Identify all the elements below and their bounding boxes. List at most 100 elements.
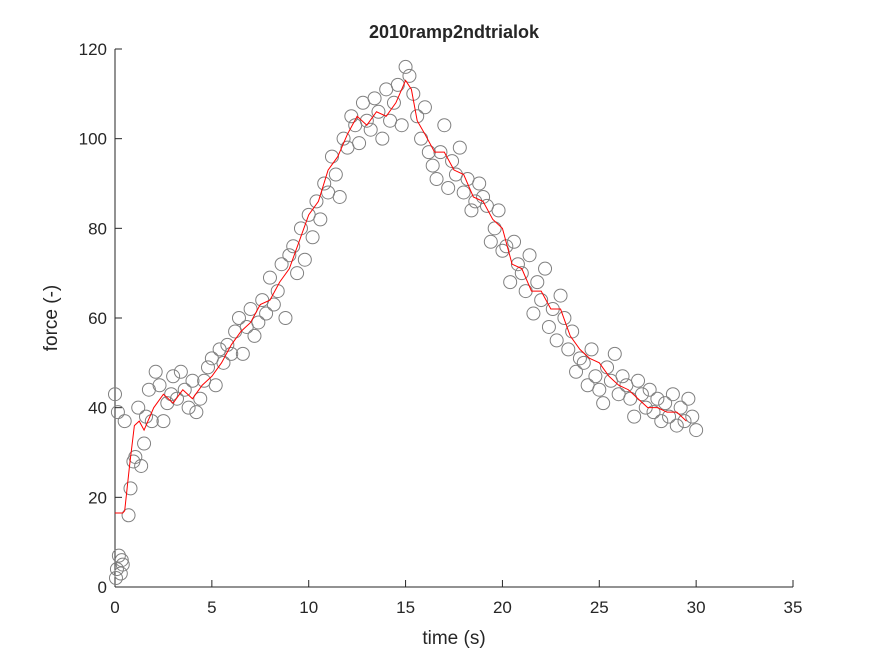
scatter-point xyxy=(557,311,572,325)
scatter-point xyxy=(627,409,642,424)
scatter-point xyxy=(121,508,136,523)
y-tick-label: 80 xyxy=(88,219,107,238)
y-tick-label: 60 xyxy=(88,309,107,328)
scatter-point xyxy=(131,400,146,415)
x-tick-label: 0 xyxy=(110,598,119,617)
scatter-point xyxy=(208,378,223,393)
scatter-point xyxy=(317,176,332,191)
scatter-point xyxy=(200,360,215,375)
scatter-point xyxy=(607,346,622,361)
scatter-point xyxy=(336,131,351,146)
scatter-point xyxy=(189,405,204,420)
scatter-point xyxy=(286,239,301,254)
scatter-point xyxy=(152,378,167,393)
scatter-point xyxy=(309,194,324,209)
x-tick-label: 30 xyxy=(687,598,706,617)
scatter-point xyxy=(114,553,129,568)
scatter-point xyxy=(476,189,491,204)
scatter-point xyxy=(363,122,378,137)
scatter-point xyxy=(658,396,673,411)
y-tick-label: 20 xyxy=(88,488,107,507)
scatter-point xyxy=(247,328,262,343)
scatter-point xyxy=(144,414,159,429)
scatter-point xyxy=(266,297,281,312)
scatter-point xyxy=(235,346,250,361)
scatter-point xyxy=(452,140,467,155)
scatter-point xyxy=(137,436,152,451)
scatter-point xyxy=(169,391,184,406)
scatter-point xyxy=(507,234,522,249)
scatter-point xyxy=(472,176,487,191)
scatter-point xyxy=(576,355,591,370)
scatter-point xyxy=(429,172,444,187)
scatter-point xyxy=(181,400,196,415)
scatter-point xyxy=(293,221,308,236)
scatter-point xyxy=(324,149,339,164)
scatter-point xyxy=(503,275,518,290)
scatter-point xyxy=(646,405,661,420)
scatter-point xyxy=(631,373,646,388)
scatter-point xyxy=(526,306,541,321)
scatter-point xyxy=(177,382,192,397)
scatter-point xyxy=(596,396,611,411)
chart-title: 2010ramp2ndtrialok xyxy=(369,22,540,42)
scatter-point xyxy=(224,346,239,361)
x-tick-label: 15 xyxy=(396,598,415,617)
scatter-point xyxy=(541,319,556,334)
scatter-point xyxy=(534,293,549,308)
y-tick-label: 0 xyxy=(98,578,107,597)
scatter-point xyxy=(669,418,684,433)
scatter-point xyxy=(297,252,312,267)
scatter-point xyxy=(359,113,374,128)
y-tick-label: 120 xyxy=(79,40,107,59)
scatter-point xyxy=(390,77,405,92)
scatter-point xyxy=(115,557,130,572)
scatter-point xyxy=(193,391,208,406)
scatter-point xyxy=(110,405,125,420)
x-axis-label: time (s) xyxy=(422,628,485,649)
scatter-point xyxy=(398,59,413,74)
scatter-point xyxy=(386,95,401,110)
scatter-point xyxy=(491,203,506,218)
scatter-point xyxy=(290,266,305,281)
scatter-point xyxy=(270,284,285,299)
scatter-point xyxy=(654,414,669,429)
scatter-point xyxy=(417,100,432,115)
scatter-point xyxy=(352,136,367,151)
scatter-point xyxy=(185,373,200,388)
scatter-point xyxy=(464,203,479,218)
scatter-point xyxy=(685,409,700,424)
y-tick-label: 40 xyxy=(88,399,107,418)
scatter-point xyxy=(673,400,688,415)
scatter-point xyxy=(483,234,498,249)
scatter-point xyxy=(499,239,514,254)
scatter-point xyxy=(425,158,440,173)
scatter-point xyxy=(111,548,126,563)
scatter-point xyxy=(259,306,274,321)
x-tick-label: 25 xyxy=(590,598,609,617)
scatter-point xyxy=(522,248,537,263)
scatter-point xyxy=(561,342,576,357)
scatter-point xyxy=(569,364,584,379)
scatter-point xyxy=(108,387,122,402)
scatter-point xyxy=(231,311,246,325)
scatter-point xyxy=(510,257,525,272)
scatter-point xyxy=(282,248,297,263)
scatter-point xyxy=(328,167,343,182)
scatter-point xyxy=(615,369,630,384)
y-tick-label: 100 xyxy=(79,130,107,149)
scatter-point xyxy=(514,266,529,281)
x-tick-label: 35 xyxy=(784,598,803,617)
scatter-point xyxy=(108,571,123,586)
scatter-point xyxy=(642,382,657,397)
scatter-point xyxy=(662,409,677,424)
scatter-point xyxy=(166,369,181,384)
x-tick-label: 10 xyxy=(299,598,318,617)
scatter-point xyxy=(445,154,460,169)
scatter-point xyxy=(117,414,132,429)
scatter-point xyxy=(134,458,149,473)
scatter-point xyxy=(160,396,175,411)
scatter-point xyxy=(278,311,293,325)
